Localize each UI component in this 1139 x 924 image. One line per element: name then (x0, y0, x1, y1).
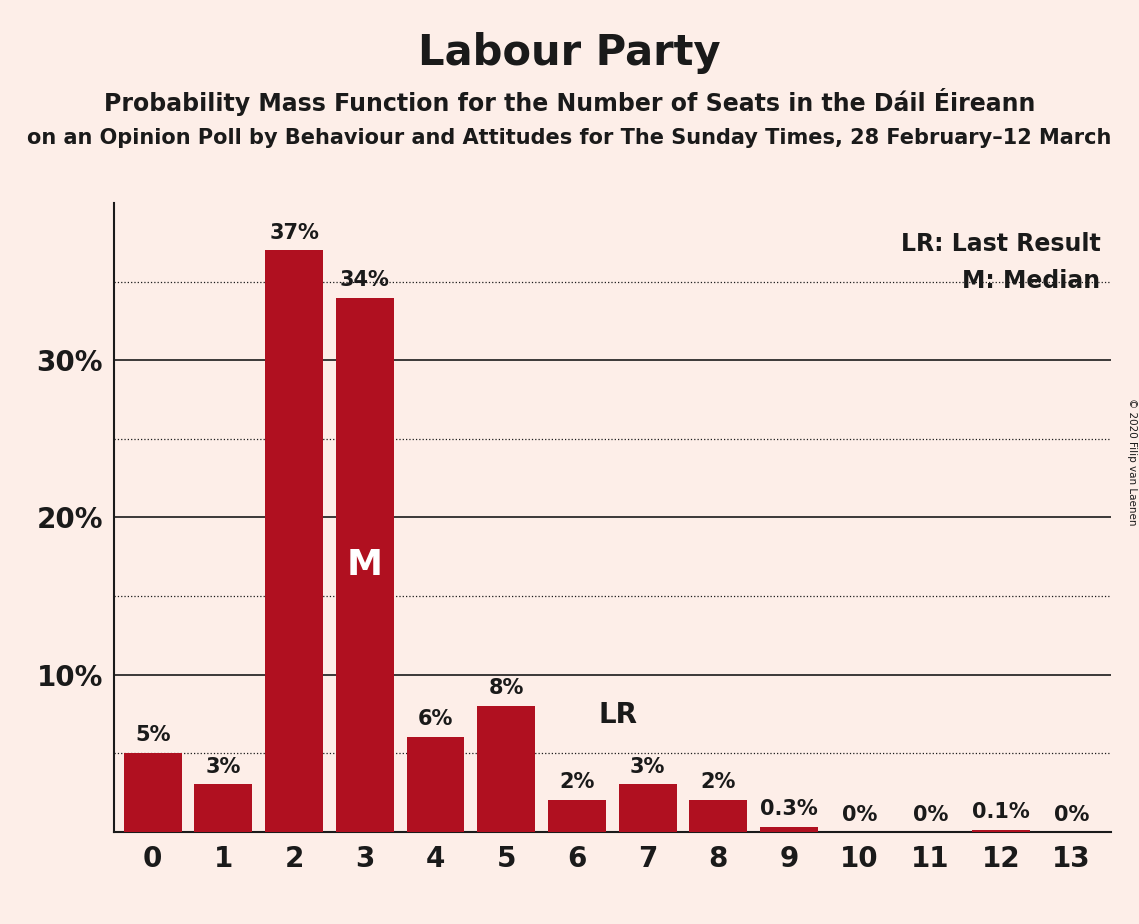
Bar (407, 737, 465, 832)
Text: 2%: 2% (700, 772, 736, 793)
Text: 3%: 3% (206, 757, 241, 776)
Text: M: M (346, 548, 383, 581)
Text: Probability Mass Function for the Number of Seats in the Dáil Éireann: Probability Mass Function for the Number… (104, 88, 1035, 116)
Text: 0%: 0% (842, 806, 877, 825)
Text: 0%: 0% (912, 806, 948, 825)
Bar (618, 784, 677, 832)
Bar (336, 298, 394, 832)
Text: 5%: 5% (136, 725, 171, 745)
Text: 0%: 0% (1054, 806, 1089, 825)
Text: LR: Last Result: LR: Last Result (901, 232, 1100, 256)
Text: 0.1%: 0.1% (972, 802, 1030, 822)
Text: 37%: 37% (269, 223, 319, 242)
Bar (477, 706, 535, 832)
Bar (124, 753, 182, 832)
Text: 0.3%: 0.3% (760, 799, 818, 819)
Bar (548, 800, 606, 832)
Bar (972, 830, 1030, 832)
Text: on an Opinion Poll by Behaviour and Attitudes for The Sunday Times, 28 February–: on an Opinion Poll by Behaviour and Atti… (27, 128, 1112, 148)
Bar (689, 800, 747, 832)
Text: 2%: 2% (559, 772, 595, 793)
Bar (265, 250, 323, 832)
Text: Labour Party: Labour Party (418, 32, 721, 74)
Text: M: Median: M: Median (962, 269, 1100, 293)
Bar (195, 784, 253, 832)
Bar (760, 827, 818, 832)
Text: 8%: 8% (489, 678, 524, 699)
Text: 34%: 34% (339, 270, 390, 290)
Text: 6%: 6% (418, 710, 453, 730)
Text: LR: LR (598, 701, 637, 730)
Text: 3%: 3% (630, 757, 665, 776)
Text: © 2020 Filip van Laenen: © 2020 Filip van Laenen (1126, 398, 1137, 526)
